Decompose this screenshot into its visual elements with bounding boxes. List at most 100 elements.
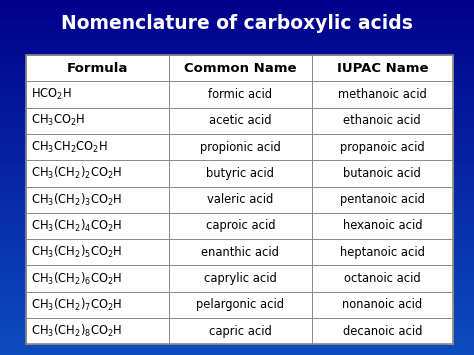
Bar [0, 309, 474, 311]
Bar [0, 92, 474, 94]
Bar [0, 307, 474, 309]
Bar [0, 48, 474, 50]
Text: octanoic acid: octanoic acid [344, 272, 420, 285]
Bar [0, 241, 474, 243]
Bar [0, 192, 474, 193]
Bar [0, 85, 474, 87]
Bar [0, 288, 474, 289]
Bar [0, 291, 474, 293]
Bar [0, 94, 474, 96]
Bar [0, 67, 474, 69]
Bar [0, 186, 474, 188]
Text: CH$_3$(CH$_2$)$_7$CO$_2$H: CH$_3$(CH$_2$)$_7$CO$_2$H [31, 297, 122, 313]
Bar [0, 174, 474, 176]
Bar [0, 37, 474, 39]
Bar [0, 55, 474, 57]
Bar [0, 218, 474, 220]
Bar [0, 87, 474, 89]
Bar [0, 302, 474, 304]
Bar [0, 316, 474, 318]
Text: HCO$_2$H: HCO$_2$H [31, 87, 72, 102]
Bar [0, 318, 474, 320]
Bar [0, 2, 474, 4]
Bar [0, 300, 474, 302]
Bar [0, 121, 474, 122]
Bar [0, 66, 474, 67]
Bar [0, 298, 474, 300]
Bar [0, 188, 474, 190]
Bar [0, 231, 474, 233]
Bar [0, 39, 474, 41]
Bar [0, 256, 474, 257]
Bar [0, 7, 474, 9]
Bar [0, 270, 474, 272]
Bar [0, 348, 474, 350]
Bar [0, 201, 474, 202]
Bar [0, 245, 474, 247]
Bar [0, 108, 474, 110]
Bar [0, 34, 474, 36]
Bar [0, 96, 474, 98]
Bar [0, 165, 474, 167]
Bar [0, 327, 474, 328]
Bar [0, 312, 474, 314]
Bar [0, 339, 474, 341]
Bar [0, 179, 474, 181]
Bar [0, 197, 474, 199]
Bar [0, 254, 474, 256]
Bar [0, 4, 474, 5]
Bar [0, 18, 474, 20]
Bar [0, 124, 474, 126]
Text: CH$_3$(CH$_2$)$_5$CO$_2$H: CH$_3$(CH$_2$)$_5$CO$_2$H [31, 244, 122, 260]
Bar [0, 46, 474, 48]
Text: methanoic acid: methanoic acid [338, 88, 427, 101]
Bar [0, 277, 474, 279]
Bar [0, 209, 474, 211]
Text: hexanoic acid: hexanoic acid [343, 219, 422, 233]
Bar [0, 91, 474, 92]
Bar [0, 99, 474, 101]
Bar [0, 275, 474, 277]
Text: formic acid: formic acid [209, 88, 273, 101]
Bar [0, 279, 474, 280]
Bar [0, 142, 474, 144]
Text: propionic acid: propionic acid [200, 141, 281, 154]
Bar [0, 167, 474, 169]
Bar [0, 293, 474, 295]
Bar [0, 332, 474, 334]
Bar [0, 158, 474, 160]
Bar [0, 323, 474, 325]
Bar [0, 252, 474, 254]
Bar [0, 289, 474, 291]
Bar [0, 272, 474, 273]
Bar [0, 264, 474, 266]
Bar [0, 147, 474, 149]
Text: ethanoic acid: ethanoic acid [344, 114, 421, 127]
Bar [0, 36, 474, 37]
Bar [0, 330, 474, 332]
Bar [0, 151, 474, 153]
Bar [0, 83, 474, 85]
Bar [0, 146, 474, 147]
Bar [0, 32, 474, 34]
Bar [0, 122, 474, 124]
Text: CH$_3$(CH$_2$)$_3$CO$_2$H: CH$_3$(CH$_2$)$_3$CO$_2$H [31, 192, 122, 208]
Bar [0, 321, 474, 323]
Bar [0, 114, 474, 115]
Text: nonanoic acid: nonanoic acid [342, 299, 422, 311]
Bar [0, 89, 474, 91]
Bar [0, 185, 474, 186]
Bar [0, 78, 474, 80]
Text: valeric acid: valeric acid [207, 193, 273, 206]
Bar [0, 106, 474, 108]
Bar [0, 273, 474, 275]
Bar [0, 75, 474, 76]
Bar [0, 217, 474, 218]
Bar [0, 183, 474, 185]
Bar [0, 176, 474, 178]
Bar [0, 320, 474, 321]
Bar [0, 311, 474, 312]
Bar [0, 170, 474, 172]
Bar [0, 295, 474, 296]
Bar [0, 110, 474, 112]
